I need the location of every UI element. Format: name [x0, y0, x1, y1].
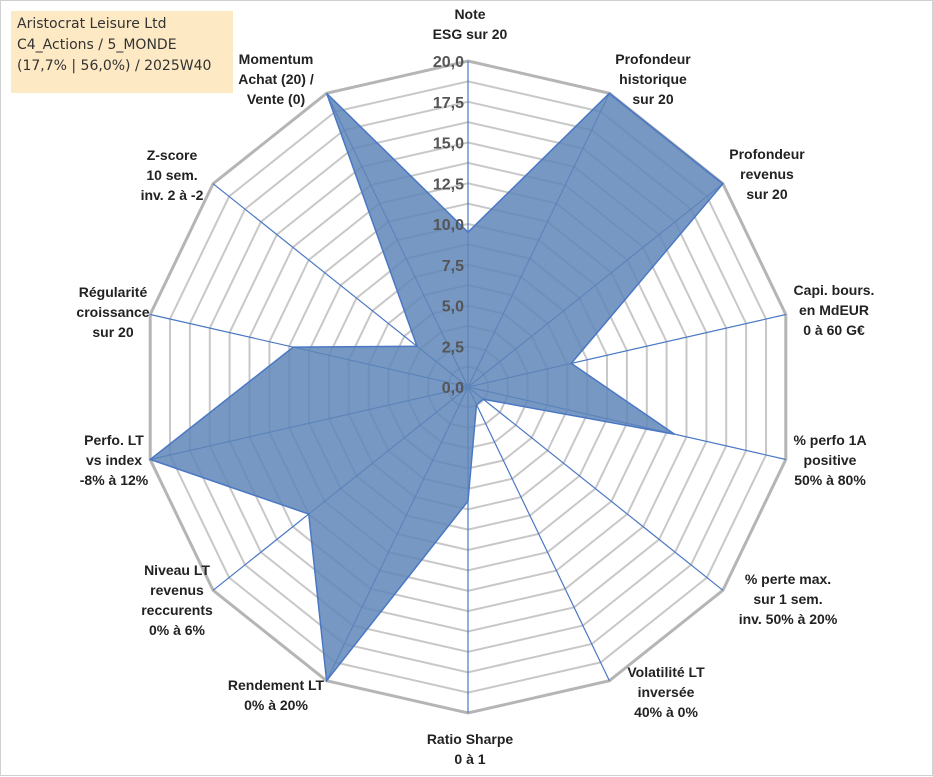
- axis-label: Volatilité LT: [627, 664, 705, 680]
- axis-label: Régularité: [79, 284, 148, 300]
- axis-label: Ratio Sharpe: [427, 731, 514, 747]
- axis-label: Profondeur: [615, 51, 691, 67]
- axis-label: sur 20: [746, 186, 787, 202]
- tick-label: 10,0: [433, 217, 464, 234]
- axis-label: Achat (20) /: [238, 71, 314, 87]
- tick-label: 5,0: [442, 299, 464, 316]
- axis-label: 40% à 0%: [634, 704, 698, 720]
- axis-label: Vente (0): [247, 91, 305, 107]
- axis-label: Profondeur: [729, 146, 805, 162]
- axis-label: Note: [454, 6, 485, 22]
- tick-label: 12,5: [433, 176, 464, 193]
- info-box: Aristocrat Leisure Ltd C4_Actions / 5_MO…: [11, 11, 233, 93]
- axis-label: sur 1 sem.: [753, 591, 822, 607]
- tick-label: 0,0: [442, 380, 464, 397]
- axis-label: revenus: [150, 582, 204, 598]
- axis-label: historique: [619, 71, 687, 87]
- axis-label: -8% à 12%: [80, 472, 149, 488]
- axis-label: inv. 50% à 20%: [739, 611, 838, 627]
- tick-label: 2,5: [442, 339, 464, 356]
- tick-label: 17,5: [433, 95, 464, 112]
- axis-label: vs index: [86, 452, 142, 468]
- axis-label: % perte max.: [745, 571, 831, 587]
- info-category: C4_Actions / 5_MONDE: [17, 35, 227, 56]
- axis-label: 10 sem.: [146, 167, 197, 183]
- info-stats: (17,7% | 56,0%) / 2025W40: [17, 56, 227, 77]
- axis-label: Momentum: [239, 51, 314, 67]
- axis-label: reccurents: [141, 602, 213, 618]
- axis-label: inversée: [638, 684, 695, 700]
- tick-label: 15,0: [433, 136, 464, 153]
- axis-label: sur 20: [632, 91, 673, 107]
- axis-label: Rendement LT: [228, 677, 325, 693]
- axis-label: Z-score: [147, 147, 198, 163]
- axis-label: ESG sur 20: [433, 26, 508, 42]
- info-company-name: Aristocrat Leisure Ltd: [17, 14, 227, 35]
- axis-label: 0 à 60 G€: [803, 322, 865, 338]
- axis-label: inv. 2 à -2: [141, 187, 204, 203]
- axis-label: Perfo. LT: [84, 432, 144, 448]
- axis-label: 0% à 6%: [149, 622, 206, 638]
- axis-label: positive: [804, 452, 857, 468]
- axis-label: 50% à 80%: [794, 472, 866, 488]
- axis-label: 0 à 1: [454, 751, 485, 767]
- axis-label: Niveau LT: [144, 562, 210, 578]
- axis-label: 0% à 20%: [244, 697, 308, 713]
- axis-label: croissance: [76, 304, 149, 320]
- axis-label: sur 20: [92, 324, 133, 340]
- axis-label: Capi. bours.: [794, 282, 875, 298]
- tick-label: 20,0: [433, 54, 464, 71]
- axis-label: en MdEUR: [799, 302, 869, 318]
- axis-label: revenus: [740, 166, 794, 182]
- axis-label: % perfo 1A: [793, 432, 866, 448]
- tick-label: 7,5: [442, 258, 464, 275]
